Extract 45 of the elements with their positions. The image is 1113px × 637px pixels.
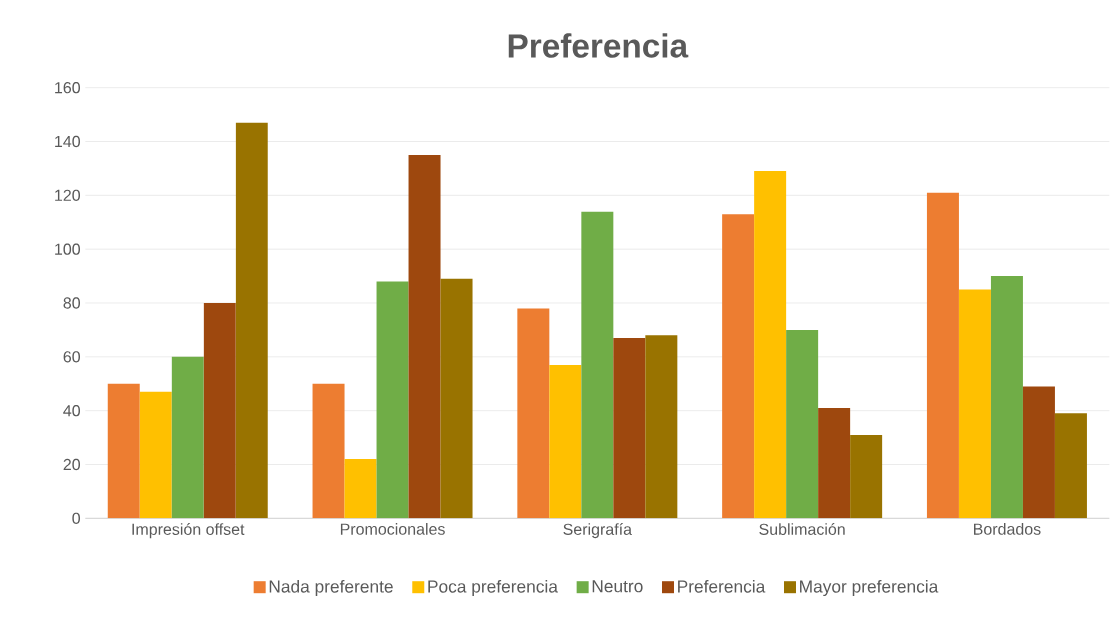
x-tick-label: Promocionales — [340, 523, 445, 535]
y-tick-label: 160 — [55, 82, 81, 94]
bar — [203, 303, 236, 519]
bar — [312, 383, 345, 519]
bar — [344, 459, 377, 519]
bar — [818, 407, 851, 519]
bar — [581, 211, 614, 519]
legend-label: Poca preferencia — [428, 579, 558, 597]
bar — [517, 308, 550, 519]
bar — [990, 276, 1023, 519]
y-tick-label: 140 — [55, 135, 81, 148]
x-tick-label: Sublimación — [759, 523, 845, 535]
legend-label: Mayor preferencia — [800, 579, 939, 597]
bar — [139, 391, 172, 519]
y-tick-label: 20 — [63, 458, 81, 471]
x-tick-label: Impresión offset — [132, 523, 245, 539]
bar — [1022, 386, 1055, 519]
bar — [722, 214, 755, 519]
bar — [786, 329, 819, 519]
bar — [235, 122, 268, 519]
bar — [754, 171, 787, 519]
bar — [1054, 413, 1087, 519]
bar — [850, 434, 883, 519]
bar — [926, 192, 959, 519]
bar — [645, 335, 678, 519]
legend-label: Neutro — [592, 580, 643, 593]
x-tick-label: Bordados — [974, 523, 1041, 535]
bar — [958, 289, 991, 519]
bar — [107, 383, 140, 519]
legend-label: Preferencia — [678, 579, 766, 593]
y-tick-label: 80 — [63, 297, 81, 309]
y-tick-label: 0 — [72, 512, 81, 524]
y-tick-label: 120 — [55, 189, 81, 201]
x-tick-label: Serigrafía — [563, 523, 633, 539]
bar — [549, 364, 582, 519]
y-tick-label: 40 — [63, 405, 81, 417]
bar — [376, 281, 409, 519]
legend-label: Nada preferente — [269, 579, 393, 597]
bar — [613, 337, 646, 519]
chart-title: Preferencia — [508, 33, 689, 58]
bar — [171, 356, 204, 519]
y-tick-label: 60 — [63, 351, 81, 363]
bar — [440, 278, 473, 519]
bar — [408, 154, 441, 519]
y-tick-label: 100 — [55, 243, 81, 255]
